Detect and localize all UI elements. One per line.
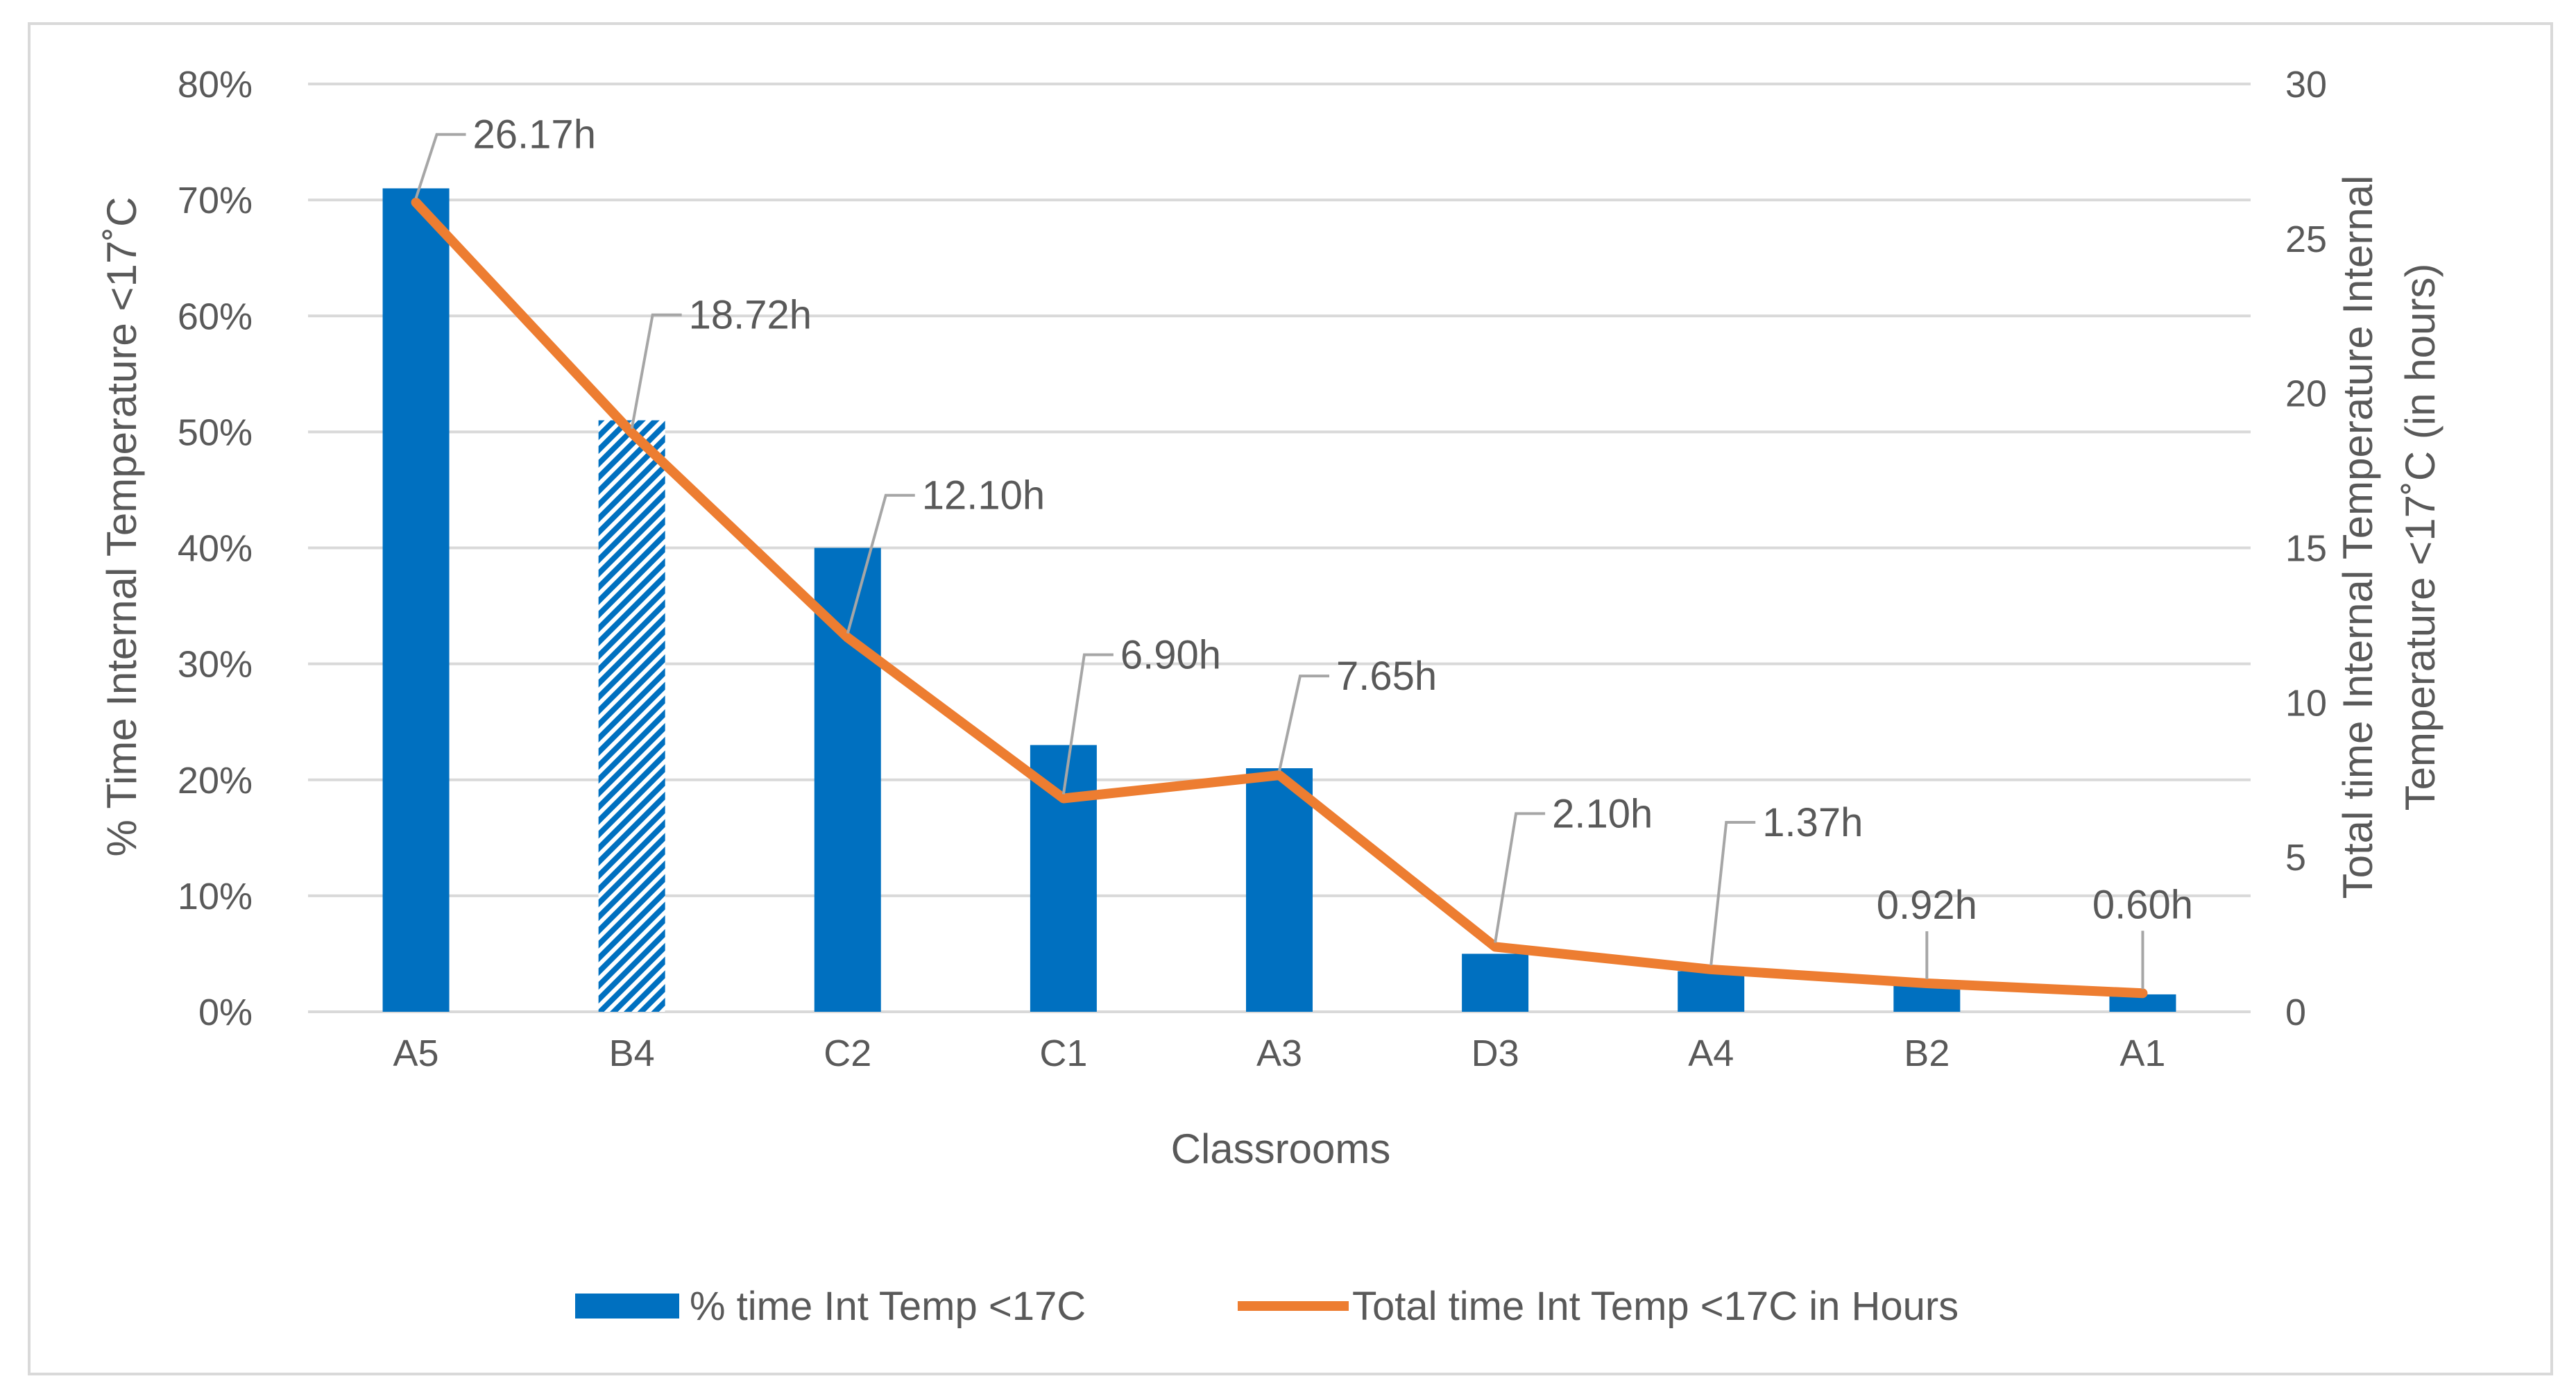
- leader-line: [1494, 812, 1546, 943]
- leader-line: [1278, 675, 1329, 772]
- line-point-a1: [2142, 992, 2144, 994]
- chart-svg: 26.17h 18.72h 12.10h 6.90h 7.65h 2.10h 1.37h 0.…: [99, 64, 2443, 1329]
- data-label-d3: 2.10h: [1552, 791, 1653, 836]
- right-axis-tick-label: 10: [2285, 682, 2327, 724]
- leader-line: [630, 313, 682, 430]
- bar-a4: [1678, 971, 1745, 1012]
- x-axis-tick-label: B2: [1904, 1033, 1950, 1074]
- line-point-b2: [1926, 982, 1928, 984]
- right-axis-tick-label: 0: [2285, 992, 2306, 1033]
- x-axis-tick-label: C2: [824, 1033, 871, 1074]
- line-point-d3: [1494, 946, 1496, 948]
- data-label-b4: 18.72h: [689, 293, 812, 338]
- left-axis-tick-label: 10%: [178, 876, 253, 917]
- legend: % time Int Temp <17C Total time Int Temp…: [575, 1284, 1959, 1329]
- legend-label-bar: % time Int Temp <17C: [690, 1284, 1086, 1329]
- left-axis-tick-label: 40%: [178, 528, 253, 570]
- left-axis-title: % Time Internal Temperature <17˚C: [99, 196, 145, 856]
- x-axis-tick-label: A5: [393, 1033, 439, 1074]
- data-label-c2: 12.10h: [922, 473, 1045, 518]
- x-axis-tick-label: A1: [2119, 1033, 2165, 1074]
- left-axis-tick-label: 20%: [178, 760, 253, 802]
- right-axis-title-line1: Total time Internal Temperature Internal: [2335, 176, 2381, 899]
- x-axis-tick-label: B4: [609, 1033, 655, 1074]
- right-axis-tick-label: 25: [2285, 219, 2327, 260]
- line-point-a3: [1279, 774, 1280, 777]
- legend-swatch-bar: [575, 1294, 679, 1319]
- bar-a5: [382, 188, 450, 1012]
- bar-b4: [598, 420, 665, 1012]
- line-point-b4: [631, 432, 633, 434]
- left-axis-tick-label: 30%: [178, 644, 253, 686]
- data-label-b2: 0.92h: [1877, 883, 1977, 928]
- line-point-c1: [1062, 797, 1064, 799]
- right-axis-tick-label: 30: [2285, 64, 2327, 105]
- x-axis-title: Classrooms: [1171, 1126, 1391, 1172]
- leader-line: [846, 493, 915, 634]
- x-axis-tick-label: D3: [1472, 1033, 1519, 1074]
- bar-b2: [1893, 985, 1961, 1012]
- line-point-a4: [1710, 968, 1712, 970]
- leader-line: [1709, 820, 1756, 966]
- data-label-a1: 0.60h: [2092, 882, 2193, 927]
- right-axis-tick-label: 5: [2285, 837, 2306, 879]
- bar-c2: [814, 548, 881, 1012]
- data-label-a5: 26.17h: [473, 112, 596, 158]
- data-label-c1: 6.90h: [1120, 632, 1221, 677]
- line-point-a5: [415, 201, 417, 203]
- data-label-a4: 1.37h: [1762, 800, 1863, 845]
- line-point-c2: [846, 636, 848, 638]
- right-axis-tick-label: 15: [2285, 528, 2327, 570]
- x-axis-tick-label: C1: [1039, 1033, 1087, 1074]
- bar-d3: [1462, 953, 1529, 1012]
- chart-frame: 26.17h 18.72h 12.10h 6.90h 7.65h 2.10h 1.37h 0.…: [28, 22, 2553, 1375]
- left-axis-tick-label: 80%: [178, 64, 253, 105]
- right-axis-tick-label: 20: [2285, 373, 2327, 415]
- x-axis-tick-label: A3: [1256, 1033, 1302, 1074]
- legend-label-line: Total time Int Temp <17C in Hours: [1352, 1284, 1959, 1329]
- right-axis-title-line2: Temperature <17˚C (in hours): [2397, 264, 2443, 811]
- data-label-a3: 7.65h: [1336, 654, 1437, 699]
- left-axis-tick-label: 60%: [178, 296, 253, 337]
- x-axis-tick-label: A4: [1688, 1033, 1734, 1074]
- bar-a3: [1246, 768, 1313, 1012]
- left-axis-tick-label: 50%: [178, 412, 253, 453]
- left-axis-tick-label: 0%: [198, 992, 253, 1033]
- leader-line: [1061, 653, 1114, 795]
- leader-line: [414, 133, 466, 199]
- left-axis-tick-label: 70%: [178, 180, 253, 221]
